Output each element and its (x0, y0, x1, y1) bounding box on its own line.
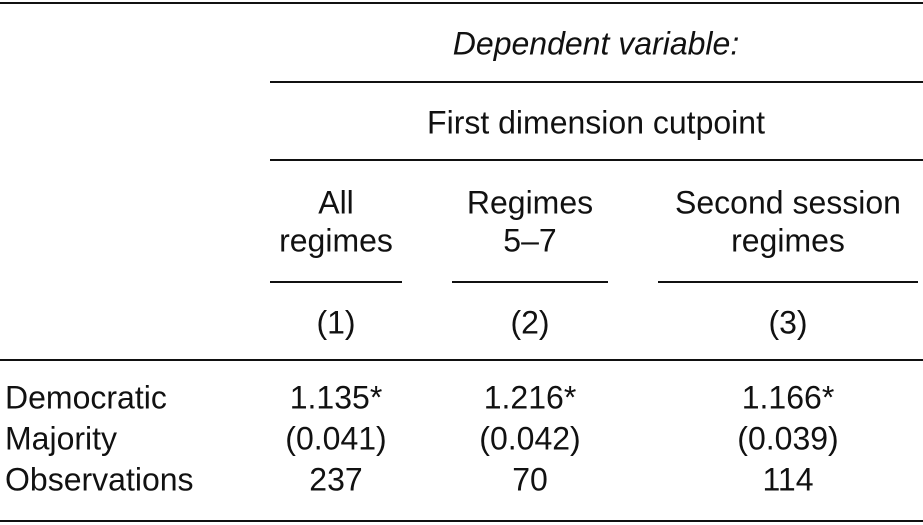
column-header: regimes (731, 222, 845, 258)
column-number: (3) (768, 304, 807, 340)
cell: 70 (512, 461, 548, 497)
cell: (0.042) (479, 420, 580, 456)
row-label: Democratic (5, 379, 167, 415)
column-header: Second session (675, 184, 901, 220)
column-number: (1) (316, 304, 355, 340)
cell: 237 (309, 461, 362, 497)
column-number: (2) (510, 304, 549, 340)
cell: 1.216* (484, 379, 577, 415)
column-header: All (318, 184, 354, 220)
dependent-name: First dimension cutpoint (427, 104, 765, 140)
cell: (0.041) (285, 420, 386, 456)
row-label: Majority (5, 420, 117, 456)
cell: 1.166* (742, 379, 835, 415)
cell: 1.135* (290, 379, 383, 415)
column-header: Regimes (467, 184, 593, 220)
cell: 114 (762, 461, 813, 497)
cell: (0.039) (737, 420, 838, 456)
column-header: 5–7 (503, 222, 556, 258)
row-label: Observations (5, 461, 194, 497)
column-header: regimes (279, 222, 393, 258)
dependent-label: Dependent variable: (453, 25, 739, 61)
